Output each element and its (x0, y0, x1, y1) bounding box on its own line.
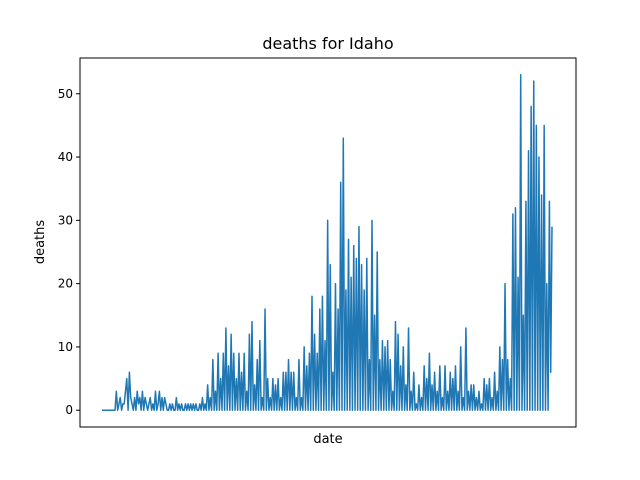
y-tick-label: 10 (58, 340, 73, 354)
x-axis-label: date (313, 432, 342, 447)
chart-title: deaths for Idaho (262, 34, 393, 53)
plot-area-frame (79, 57, 577, 428)
series-line-deaths (102, 74, 553, 411)
y-axis-label: deaths (33, 220, 48, 265)
y-tick-label: 0 (65, 403, 73, 417)
y-tick-label: 30 (58, 213, 73, 227)
y-tick-label: 40 (58, 150, 73, 164)
y-axis: 0 10 20 30 40 50 (58, 87, 80, 417)
y-tick-label: 20 (58, 277, 73, 291)
y-tick-label: 50 (58, 87, 73, 101)
